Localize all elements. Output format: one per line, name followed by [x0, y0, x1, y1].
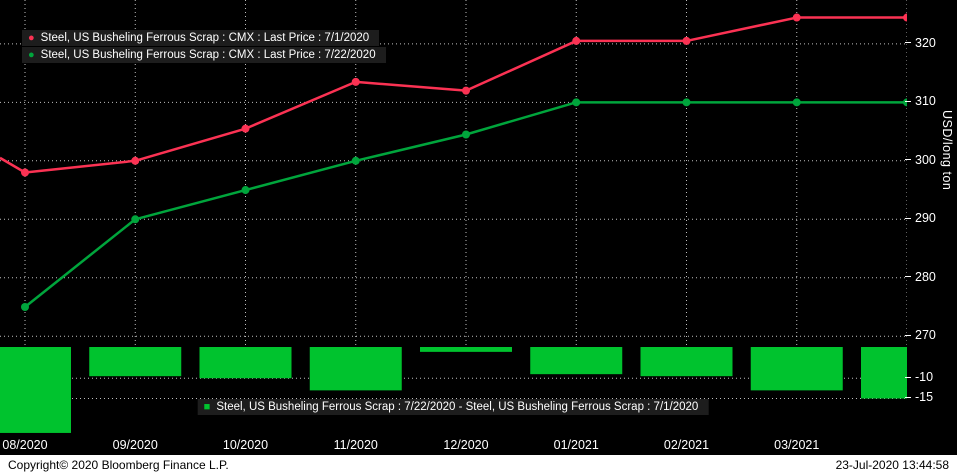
y-tick-label: 320 [905, 36, 936, 50]
x-tick-label: 02/2021 [663, 438, 710, 452]
tick-mark [905, 396, 911, 398]
green-line-marker-icon: ● [28, 48, 35, 61]
legend-item-label: Steel, US Busheling Ferrous Scrap : 7/22… [216, 401, 699, 413]
legend-item-spread[interactable]: ■ Steel, US Busheling Ferrous Scrap : 7/… [197, 399, 709, 415]
y-tick-label: 290 [905, 211, 936, 225]
spread-y-axis: -10 -15 [905, 347, 957, 437]
y-tick-label: 270 [905, 328, 936, 342]
tick-mark [905, 159, 911, 161]
tick-value: -15 [915, 390, 934, 405]
spread-bar [750, 347, 843, 391]
tick-value: 300 [915, 152, 936, 167]
spread-bar [420, 347, 512, 352]
y-axis-title: USD/long ton [940, 110, 954, 191]
x-tick-label: 10/2020 [222, 438, 269, 452]
series-point [241, 186, 250, 195]
spread-bar [309, 347, 402, 391]
x-tick-label: 09/2020 [112, 438, 158, 452]
series-point [21, 168, 29, 177]
legend-item-last-price-7-22-2020[interactable]: ● Steel, US Busheling Ferrous Scrap : CM… [22, 47, 386, 63]
copyright-text: Copyright© 2020 Bloomberg Finance L.P. [8, 458, 229, 472]
x-tick-label: 08/2020 [2, 438, 48, 452]
series-point [682, 98, 691, 107]
spread-legend: ■ Steel, US Busheling Ferrous Scrap : 7/… [197, 399, 709, 415]
spread-bar [89, 347, 182, 377]
legend-item-label: Steel, US Busheling Ferrous Scrap : CMX … [40, 32, 370, 44]
tick-mark [905, 334, 911, 336]
series-point [131, 156, 140, 165]
main-y-axis: 270 280 290 300 310 320 [905, 0, 957, 345]
timestamp-text: 23-Jul-2020 13:44:58 [835, 458, 949, 472]
series-point [351, 77, 360, 86]
series-point [792, 13, 801, 22]
x-tick-label: 03/2021 [774, 438, 820, 452]
footer-bar: Copyright© 2020 Bloomberg Finance L.P. 2… [0, 455, 957, 475]
series-point [792, 98, 801, 107]
spread-bar-chart[interactable] [0, 347, 907, 437]
spread-bar [0, 347, 71, 433]
series-point [351, 156, 360, 165]
y-tick-label: 280 [905, 270, 936, 284]
series-point [131, 215, 140, 224]
series-point [21, 302, 29, 311]
tick-mark [905, 217, 911, 219]
y-tick-label: -15 [905, 390, 933, 404]
series-point [572, 98, 581, 107]
x-tick-label: 11/2020 [333, 438, 378, 452]
main-legend: ● Steel, US Busheling Ferrous Scrap : CM… [22, 30, 386, 63]
x-tick-label: 01/2021 [553, 438, 599, 452]
tick-value: -10 [915, 370, 934, 385]
tick-mark [905, 276, 911, 278]
tick-value: 280 [915, 269, 936, 284]
series-point [903, 98, 907, 107]
series-point [462, 130, 470, 139]
main-price-chart[interactable] [0, 0, 907, 345]
spread-bar [199, 347, 292, 379]
tick-value: 270 [915, 328, 936, 343]
green-bar-marker-icon: ■ [203, 400, 211, 413]
legend-item-label: Steel, US Busheling Ferrous Scrap : CMX … [40, 49, 376, 61]
tick-mark [905, 42, 911, 44]
x-tick-label: 12/2020 [443, 438, 489, 452]
series-point [903, 13, 907, 22]
series-point [572, 36, 581, 45]
y-tick-label: 310 [905, 94, 936, 108]
tick-value: 310 [915, 94, 936, 109]
tick-mark [905, 376, 911, 378]
y-tick-label: -10 [905, 370, 933, 384]
x-axis: 08/2020 09/2020 10/2020 11/2020 12/2020 01/20… [0, 437, 907, 455]
tick-value: 320 [915, 35, 936, 50]
spread-bar [861, 347, 907, 399]
spread-bar [640, 347, 733, 377]
legend-item-last-price-7-1-2020[interactable]: ● Steel, US Busheling Ferrous Scrap : CM… [22, 30, 380, 46]
tick-value: 290 [915, 211, 936, 226]
series-point [241, 124, 250, 133]
red-line-marker-icon: ● [28, 31, 35, 44]
tick-mark [905, 100, 911, 102]
series-point [682, 36, 691, 45]
series-point [462, 86, 470, 95]
series-line-0 [0, 16, 907, 174]
spread-bar [530, 347, 623, 375]
y-tick-label: 300 [905, 153, 936, 167]
